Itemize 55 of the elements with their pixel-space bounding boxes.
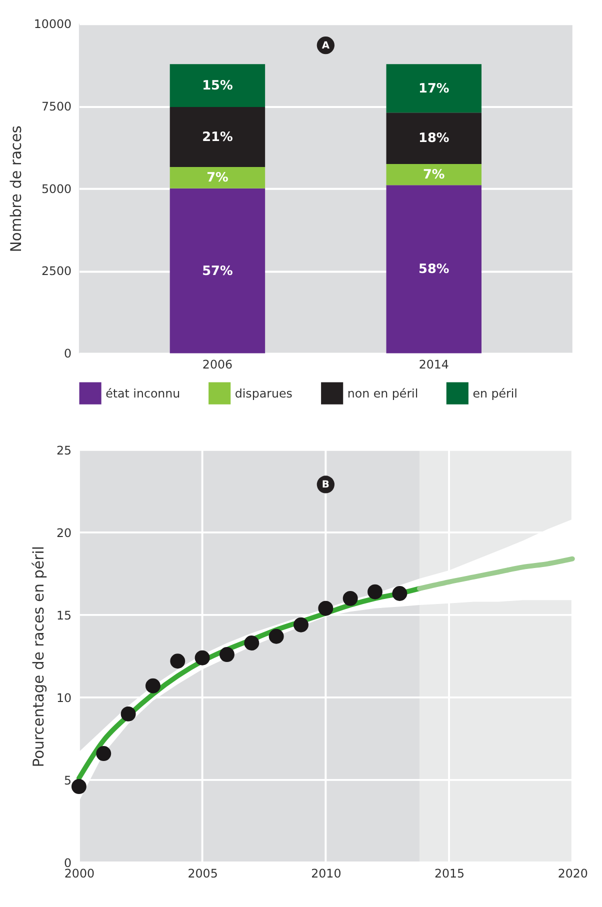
legend-label: état inconnu — [106, 386, 180, 400]
x-tick-label: 2006 — [202, 358, 233, 372]
y-tick-label: 25 — [56, 443, 72, 458]
x-tick-label: 2015 — [434, 866, 465, 881]
bar — [386, 185, 482, 354]
y-tick-label: 10 — [56, 690, 72, 705]
point — [194, 650, 210, 666]
point — [170, 654, 186, 669]
legend-label: en péril — [472, 386, 518, 400]
legend-label: non en péril — [347, 386, 418, 400]
x-tick-label: 2014 — [418, 358, 449, 372]
annotation: 7% — [206, 170, 228, 186]
annotation: 57% — [202, 264, 233, 279]
annotation: 15% — [202, 78, 233, 94]
annotation: 21% — [202, 130, 233, 145]
bar — [386, 164, 482, 186]
point — [318, 600, 334, 616]
annotation: B — [322, 479, 330, 490]
annotation: 17% — [418, 81, 450, 96]
annotation: A — [322, 40, 330, 52]
x-tick-label: 2010 — [311, 866, 342, 881]
legend-label: disparues — [234, 386, 292, 400]
y-tick-label: 5000 — [41, 182, 72, 196]
point — [368, 584, 382, 600]
line-series — [416, 556, 575, 592]
x-tick-label: 2020 — [558, 866, 588, 881]
point — [294, 617, 308, 632]
bar — [170, 188, 266, 354]
bar — [170, 166, 266, 188]
annotation: 18% — [418, 131, 450, 146]
point — [342, 590, 358, 606]
y-tick-label: 15 — [56, 608, 72, 622]
y-axis-title: Pourcentage de races en péril — [30, 546, 48, 768]
point — [268, 628, 284, 644]
bar — [170, 64, 266, 107]
y-tick-label: 0 — [64, 346, 72, 361]
point — [220, 647, 234, 662]
bar — [386, 64, 482, 113]
annotation: 58% — [418, 262, 450, 278]
y-tick-label: 10000 — [34, 17, 72, 32]
x-tick-label: 2005 — [188, 866, 218, 881]
y-tick-label: 20 — [56, 526, 72, 540]
bar — [170, 106, 266, 167]
annotation: 7% — [423, 168, 445, 183]
point — [392, 586, 408, 601]
y-tick-label: 5 — [64, 773, 72, 788]
point — [96, 746, 112, 762]
point — [244, 636, 260, 650]
point — [71, 779, 86, 794]
point — [120, 706, 136, 722]
y-axis-title: Nombre de races — [8, 126, 26, 252]
y-tick-label: 2500 — [41, 264, 72, 278]
bar — [386, 112, 482, 164]
y-tick-label: 7500 — [41, 99, 72, 114]
point — [145, 678, 160, 694]
